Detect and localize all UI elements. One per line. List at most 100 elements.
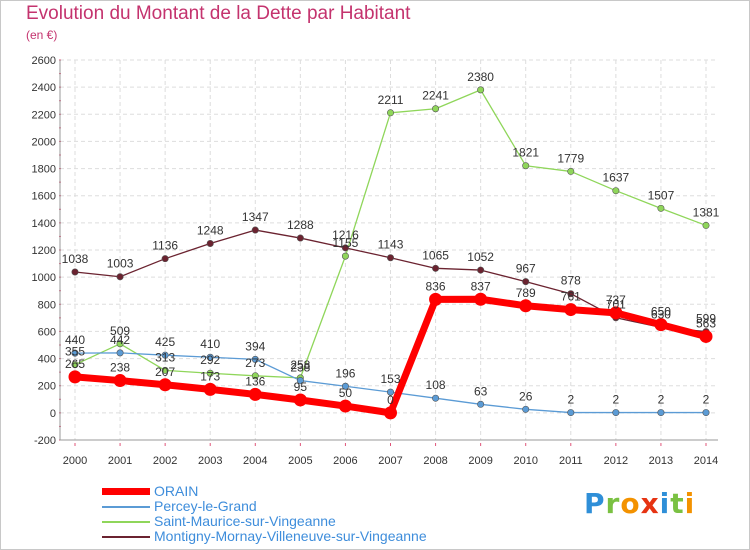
y-tick-label: 1000 xyxy=(32,272,56,284)
x-tick-label: 2001 xyxy=(108,455,132,467)
data-label-saint-maurice-sur-vingeanne: 313 xyxy=(155,350,175,364)
x-tick-label: 2014 xyxy=(694,455,718,467)
data-label-orain: 136 xyxy=(245,374,265,388)
legend-swatch xyxy=(102,488,150,495)
data-label-percey-le-grand: 394 xyxy=(245,339,265,353)
data-label-percey-le-grand: 2 xyxy=(703,393,710,407)
x-tick-label: 2008 xyxy=(423,455,447,467)
data-label-orain: 50 xyxy=(339,386,353,400)
data-labels: 265 238 207 173 136 95 50 0 836 837 789 761 737 650 56… xyxy=(62,70,720,407)
data-label-montigny-mornay-villeneuve-sur-vingeanne: 1003 xyxy=(107,257,134,271)
data-point-orain xyxy=(68,370,82,384)
data-label-orain: 173 xyxy=(200,369,220,383)
legend-label: Montigny-Mornay-Villeneuve-sur-Vingeanne xyxy=(154,528,427,544)
data-point-orain xyxy=(293,393,307,407)
data-point-saint-maurice-sur-vingeanne xyxy=(341,252,349,260)
data-point-orain xyxy=(203,382,217,396)
data-point-saint-maurice-sur-vingeanne xyxy=(161,366,169,374)
legend-swatch xyxy=(102,536,150,538)
data-label-orain: 737 xyxy=(606,293,626,307)
data-point-montigny-mornay-villeneuve-sur-vingeanne xyxy=(386,254,394,262)
x-tick-label: 2002 xyxy=(153,455,177,467)
logo-letter: x xyxy=(640,487,660,520)
data-point-montigny-mornay-villeneuve-sur-vingeanne xyxy=(567,290,575,298)
series xyxy=(68,86,713,420)
data-label-montigny-mornay-villeneuve-sur-vingeanne: 1143 xyxy=(378,238,404,252)
chart-title: Evolution du Montant de la Dette par Hab… xyxy=(26,3,411,24)
data-point-montigny-mornay-villeneuve-sur-vingeanne xyxy=(341,244,349,252)
data-label-saint-maurice-sur-vingeanne: 2211 xyxy=(378,93,404,107)
data-label-montigny-mornay-villeneuve-sur-vingeanne: 630 xyxy=(651,307,671,321)
data-point-montigny-mornay-villeneuve-sur-vingeanne xyxy=(296,234,304,242)
data-point-orain xyxy=(519,299,533,313)
y-tick-label: 1400 xyxy=(32,218,56,230)
y-tick-label: 0 xyxy=(50,408,56,420)
x-tick-label: 2013 xyxy=(649,455,673,467)
data-label-percey-le-grand: 153 xyxy=(380,372,400,386)
data-point-saint-maurice-sur-vingeanne xyxy=(567,167,575,175)
data-label-orain: 95 xyxy=(294,380,308,394)
y-tick-label: 2200 xyxy=(32,109,56,121)
data-point-percey-le-grand xyxy=(567,409,575,417)
data-label-orain: 207 xyxy=(155,365,175,379)
data-label-saint-maurice-sur-vingeanne: 273 xyxy=(245,356,265,370)
y-tick-label: 200 xyxy=(38,381,56,393)
data-point-saint-maurice-sur-vingeanne xyxy=(477,86,485,94)
data-label-saint-maurice-sur-vingeanne: 1381 xyxy=(693,205,720,219)
logo-letter: i xyxy=(659,487,671,520)
data-label-saint-maurice-sur-vingeanne: 355 xyxy=(65,345,85,359)
legend-label: Saint-Maurice-sur-Vingeanne xyxy=(154,513,336,529)
y-tick-label: 2400 xyxy=(32,82,56,94)
data-point-saint-maurice-sur-vingeanne xyxy=(386,109,394,117)
data-label-montigny-mornay-villeneuve-sur-vingeanne: 1216 xyxy=(332,228,359,242)
data-point-percey-le-grand xyxy=(161,351,169,359)
x-tick-label: 2011 xyxy=(559,455,583,467)
axes: -200 0 200 400 600 800 1000 1200 1400 1600 1800 200… xyxy=(32,55,719,467)
y-tick-label: 400 xyxy=(38,354,56,366)
legend-label: ORAIN xyxy=(154,483,199,499)
data-point-saint-maurice-sur-vingeanne xyxy=(251,372,259,380)
data-label-saint-maurice-sur-vingeanne: 1779 xyxy=(557,151,584,165)
data-point-orain xyxy=(699,329,713,343)
data-point-orain xyxy=(248,387,262,401)
data-point-saint-maurice-sur-vingeanne xyxy=(612,187,620,195)
data-point-percey-le-grand xyxy=(206,353,214,361)
data-point-percey-le-grand xyxy=(612,409,620,417)
data-point-orain xyxy=(609,306,623,320)
data-point-orain xyxy=(654,318,668,332)
data-label-percey-le-grand: 2 xyxy=(658,393,665,407)
data-label-saint-maurice-sur-vingeanne: 1637 xyxy=(603,171,630,185)
x-tick-label: 2012 xyxy=(604,455,628,467)
data-label-saint-maurice-sur-vingeanne: 2380 xyxy=(467,70,494,84)
data-point-orain xyxy=(429,292,443,306)
data-point-saint-maurice-sur-vingeanne xyxy=(432,105,440,113)
logo-letter: P xyxy=(584,487,606,520)
data-label-saint-maurice-sur-vingeanne: 258 xyxy=(290,358,310,372)
data-point-montigny-mornay-villeneuve-sur-vingeanne xyxy=(206,239,214,247)
data-point-percey-le-grand xyxy=(116,349,124,357)
data-point-saint-maurice-sur-vingeanne xyxy=(206,369,214,377)
data-label-percey-le-grand: 442 xyxy=(110,333,130,347)
logo-letter: i xyxy=(684,487,696,520)
data-point-percey-le-grand xyxy=(657,409,665,417)
data-point-saint-maurice-sur-vingeanne xyxy=(657,204,665,212)
data-point-orain xyxy=(384,406,397,420)
data-label-montigny-mornay-villeneuve-sur-vingeanne: 1065 xyxy=(422,248,449,262)
data-point-montigny-mornay-villeneuve-sur-vingeanne xyxy=(116,273,124,281)
y-tick-label: 600 xyxy=(38,326,56,338)
legend-label: Percey-le-Grand xyxy=(154,498,257,514)
y-tick-label: -200 xyxy=(34,435,56,447)
data-label-percey-le-grand: 2 xyxy=(613,393,620,407)
data-point-orain xyxy=(158,378,172,392)
legend-swatch xyxy=(102,506,150,508)
y-tick-label: 2600 xyxy=(32,55,56,67)
logo-letter: t xyxy=(670,487,685,520)
data-point-orain xyxy=(113,374,127,388)
x-tick-label: 2006 xyxy=(333,455,357,467)
data-label-montigny-mornay-villeneuve-sur-vingeanne: 878 xyxy=(561,274,581,288)
data-label-saint-maurice-sur-vingeanne: 1507 xyxy=(648,188,675,202)
data-label-percey-le-grand: 425 xyxy=(155,335,175,349)
data-label-montigny-mornay-villeneuve-sur-vingeanne: 1347 xyxy=(242,210,269,224)
x-tick-label: 2009 xyxy=(468,455,492,467)
